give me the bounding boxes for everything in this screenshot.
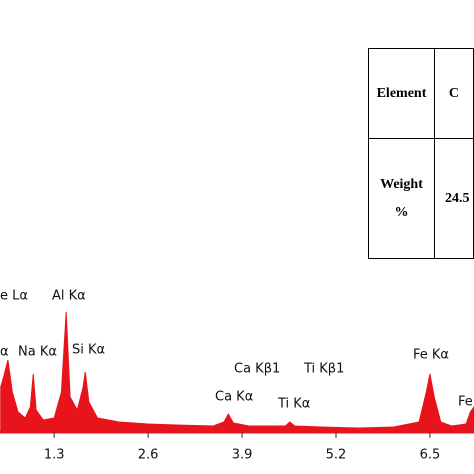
peak-label: Al Kα xyxy=(52,289,86,304)
peak-label: Fe Kα xyxy=(413,348,449,363)
x-tick-label: 3.9 xyxy=(232,448,253,463)
spectrum xyxy=(0,311,474,433)
x-tick-label: 1.3 xyxy=(44,448,65,463)
peak-label: Na Kα xyxy=(18,345,57,360)
table-cell: Weight % xyxy=(368,138,435,259)
table-cell: Element xyxy=(368,48,435,139)
peak-label: Ti Kβ1 xyxy=(303,362,344,377)
element-table: Element C Weight % 24.5 xyxy=(368,48,474,259)
peak-label: α xyxy=(0,345,9,360)
x-tick-label: 5.2 xyxy=(326,448,347,463)
peak-label: Ti Kα xyxy=(277,397,310,412)
table-cell: 24.5 xyxy=(433,138,474,259)
peak-label: Fe xyxy=(458,395,473,410)
x-tick-label: 2.6 xyxy=(138,448,159,463)
table-cell: C xyxy=(433,48,474,139)
peak-label: Si Kα xyxy=(72,343,105,358)
peak-label: Ca Kα xyxy=(215,390,253,405)
x-tick-label: 6.5 xyxy=(420,448,441,463)
peak-label: e Lα xyxy=(0,289,28,304)
peak-label: Ca Kβ1 xyxy=(234,362,280,377)
